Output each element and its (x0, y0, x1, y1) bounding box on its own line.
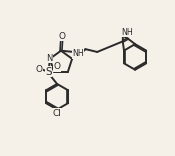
Text: O: O (53, 62, 60, 71)
Text: N: N (46, 54, 52, 63)
Text: NH: NH (72, 49, 84, 58)
Text: O: O (35, 65, 42, 74)
Text: S: S (45, 67, 52, 77)
Text: Cl: Cl (53, 109, 62, 118)
Text: NH: NH (122, 28, 134, 37)
Text: O: O (58, 32, 65, 41)
